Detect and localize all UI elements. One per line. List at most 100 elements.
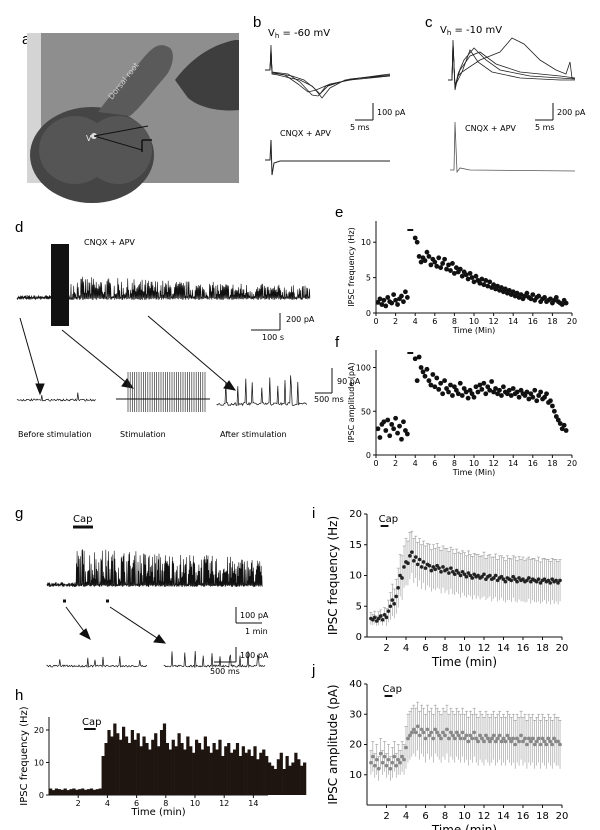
i-point — [550, 577, 555, 581]
i-point — [371, 617, 375, 622]
e-point — [542, 295, 547, 300]
i-point — [445, 567, 449, 572]
e-point — [428, 262, 434, 268]
f-point — [385, 417, 391, 423]
h-bar — [151, 739, 155, 795]
h-y-tick-label: 0 — [39, 791, 44, 800]
h-bar — [230, 752, 234, 795]
f-point — [563, 428, 569, 433]
j-point — [532, 742, 537, 747]
f-point — [544, 391, 549, 397]
i-point — [488, 573, 492, 578]
i-point — [464, 574, 469, 579]
j-point — [386, 757, 391, 762]
f-point — [479, 386, 485, 392]
h-bar — [86, 789, 91, 795]
h-bar — [197, 743, 202, 795]
e-point — [450, 261, 455, 266]
c-drug-label: CNQX + APV — [465, 124, 516, 133]
h-bar — [171, 739, 175, 795]
i-x-tick-label: 4 — [403, 643, 409, 654]
h-bar — [224, 746, 228, 795]
panel-label-h: h — [15, 687, 23, 704]
f-point — [465, 395, 471, 401]
e-point — [395, 302, 400, 307]
f-x-tick-label: 20 — [567, 459, 577, 468]
j-point — [384, 763, 389, 768]
b-scale-x: 5 ms — [350, 123, 370, 132]
j-point — [417, 733, 422, 738]
c-vh-value: = -10 mV — [451, 25, 502, 36]
c-blocked-trace — [450, 121, 576, 174]
j-y-axis-label: IPSC amplitude (pA) — [326, 684, 340, 804]
i-point — [421, 560, 426, 564]
e-point — [514, 290, 520, 296]
h-bar — [212, 743, 216, 795]
d-caption-after: After stimulation — [220, 430, 287, 439]
e-point — [502, 286, 508, 292]
j-point — [519, 733, 523, 738]
h-bar — [101, 756, 105, 795]
j-x-tick-label: 12 — [478, 811, 491, 822]
h-bar — [75, 789, 79, 795]
e-point — [485, 283, 491, 289]
b-evoked-traces — [265, 44, 391, 99]
h-bar — [124, 736, 129, 795]
h-bar — [92, 789, 97, 795]
i-point — [435, 563, 440, 568]
i-point — [509, 578, 514, 583]
e-point — [479, 276, 485, 282]
g-cap-label: Cap — [73, 514, 92, 525]
h-x-tick-label: 6 — [134, 799, 139, 808]
d-scale-y: 200 pA — [286, 315, 315, 324]
h-bar — [122, 726, 126, 795]
e-y-axis-label: IPSC frequency (Hz) — [347, 227, 356, 307]
j-point — [443, 733, 447, 738]
j-y-tick-label: 40 — [349, 679, 362, 690]
i-point — [534, 579, 539, 584]
j-point — [517, 739, 521, 744]
f-point — [485, 384, 491, 390]
f-point — [381, 419, 387, 425]
j-point — [388, 766, 393, 771]
f-point — [414, 378, 420, 384]
e-point — [389, 300, 395, 306]
j-point — [378, 751, 383, 756]
h-bar — [270, 765, 275, 795]
e-point — [481, 282, 487, 288]
f-point — [424, 366, 430, 372]
e-point — [383, 303, 389, 309]
f-point — [532, 387, 538, 393]
h-bar — [54, 788, 59, 795]
e-y-tick-label: 5 — [366, 274, 371, 283]
j-point — [476, 739, 480, 744]
e-point — [381, 297, 387, 303]
i-y-tick-label: 20 — [349, 509, 362, 520]
f-x-tick-label: 14 — [508, 459, 518, 468]
i-x-tick-label: 16 — [517, 643, 530, 654]
h-bar — [60, 789, 64, 795]
h-bar — [282, 769, 286, 795]
h-bar — [98, 788, 102, 795]
j-point — [509, 739, 514, 744]
photo-label-v: V — [86, 134, 92, 143]
i-point — [449, 566, 453, 570]
e-point — [448, 268, 453, 273]
f-point — [403, 428, 408, 433]
e-point — [403, 289, 408, 295]
i-point — [493, 573, 498, 578]
j-point — [439, 736, 443, 741]
h-bar — [200, 749, 205, 795]
h-bar — [110, 736, 114, 795]
c-vh-sub: h — [447, 29, 451, 37]
f-point — [457, 380, 463, 386]
j-point — [447, 736, 451, 741]
e-x-tick-label: 6 — [432, 317, 437, 326]
j-point — [530, 736, 535, 741]
i-point — [374, 619, 379, 623]
g-scale-y: 100 pA — [240, 611, 269, 620]
e-point — [426, 253, 432, 259]
b-vh-value: = -60 mV — [279, 28, 330, 39]
j-point — [558, 742, 562, 747]
